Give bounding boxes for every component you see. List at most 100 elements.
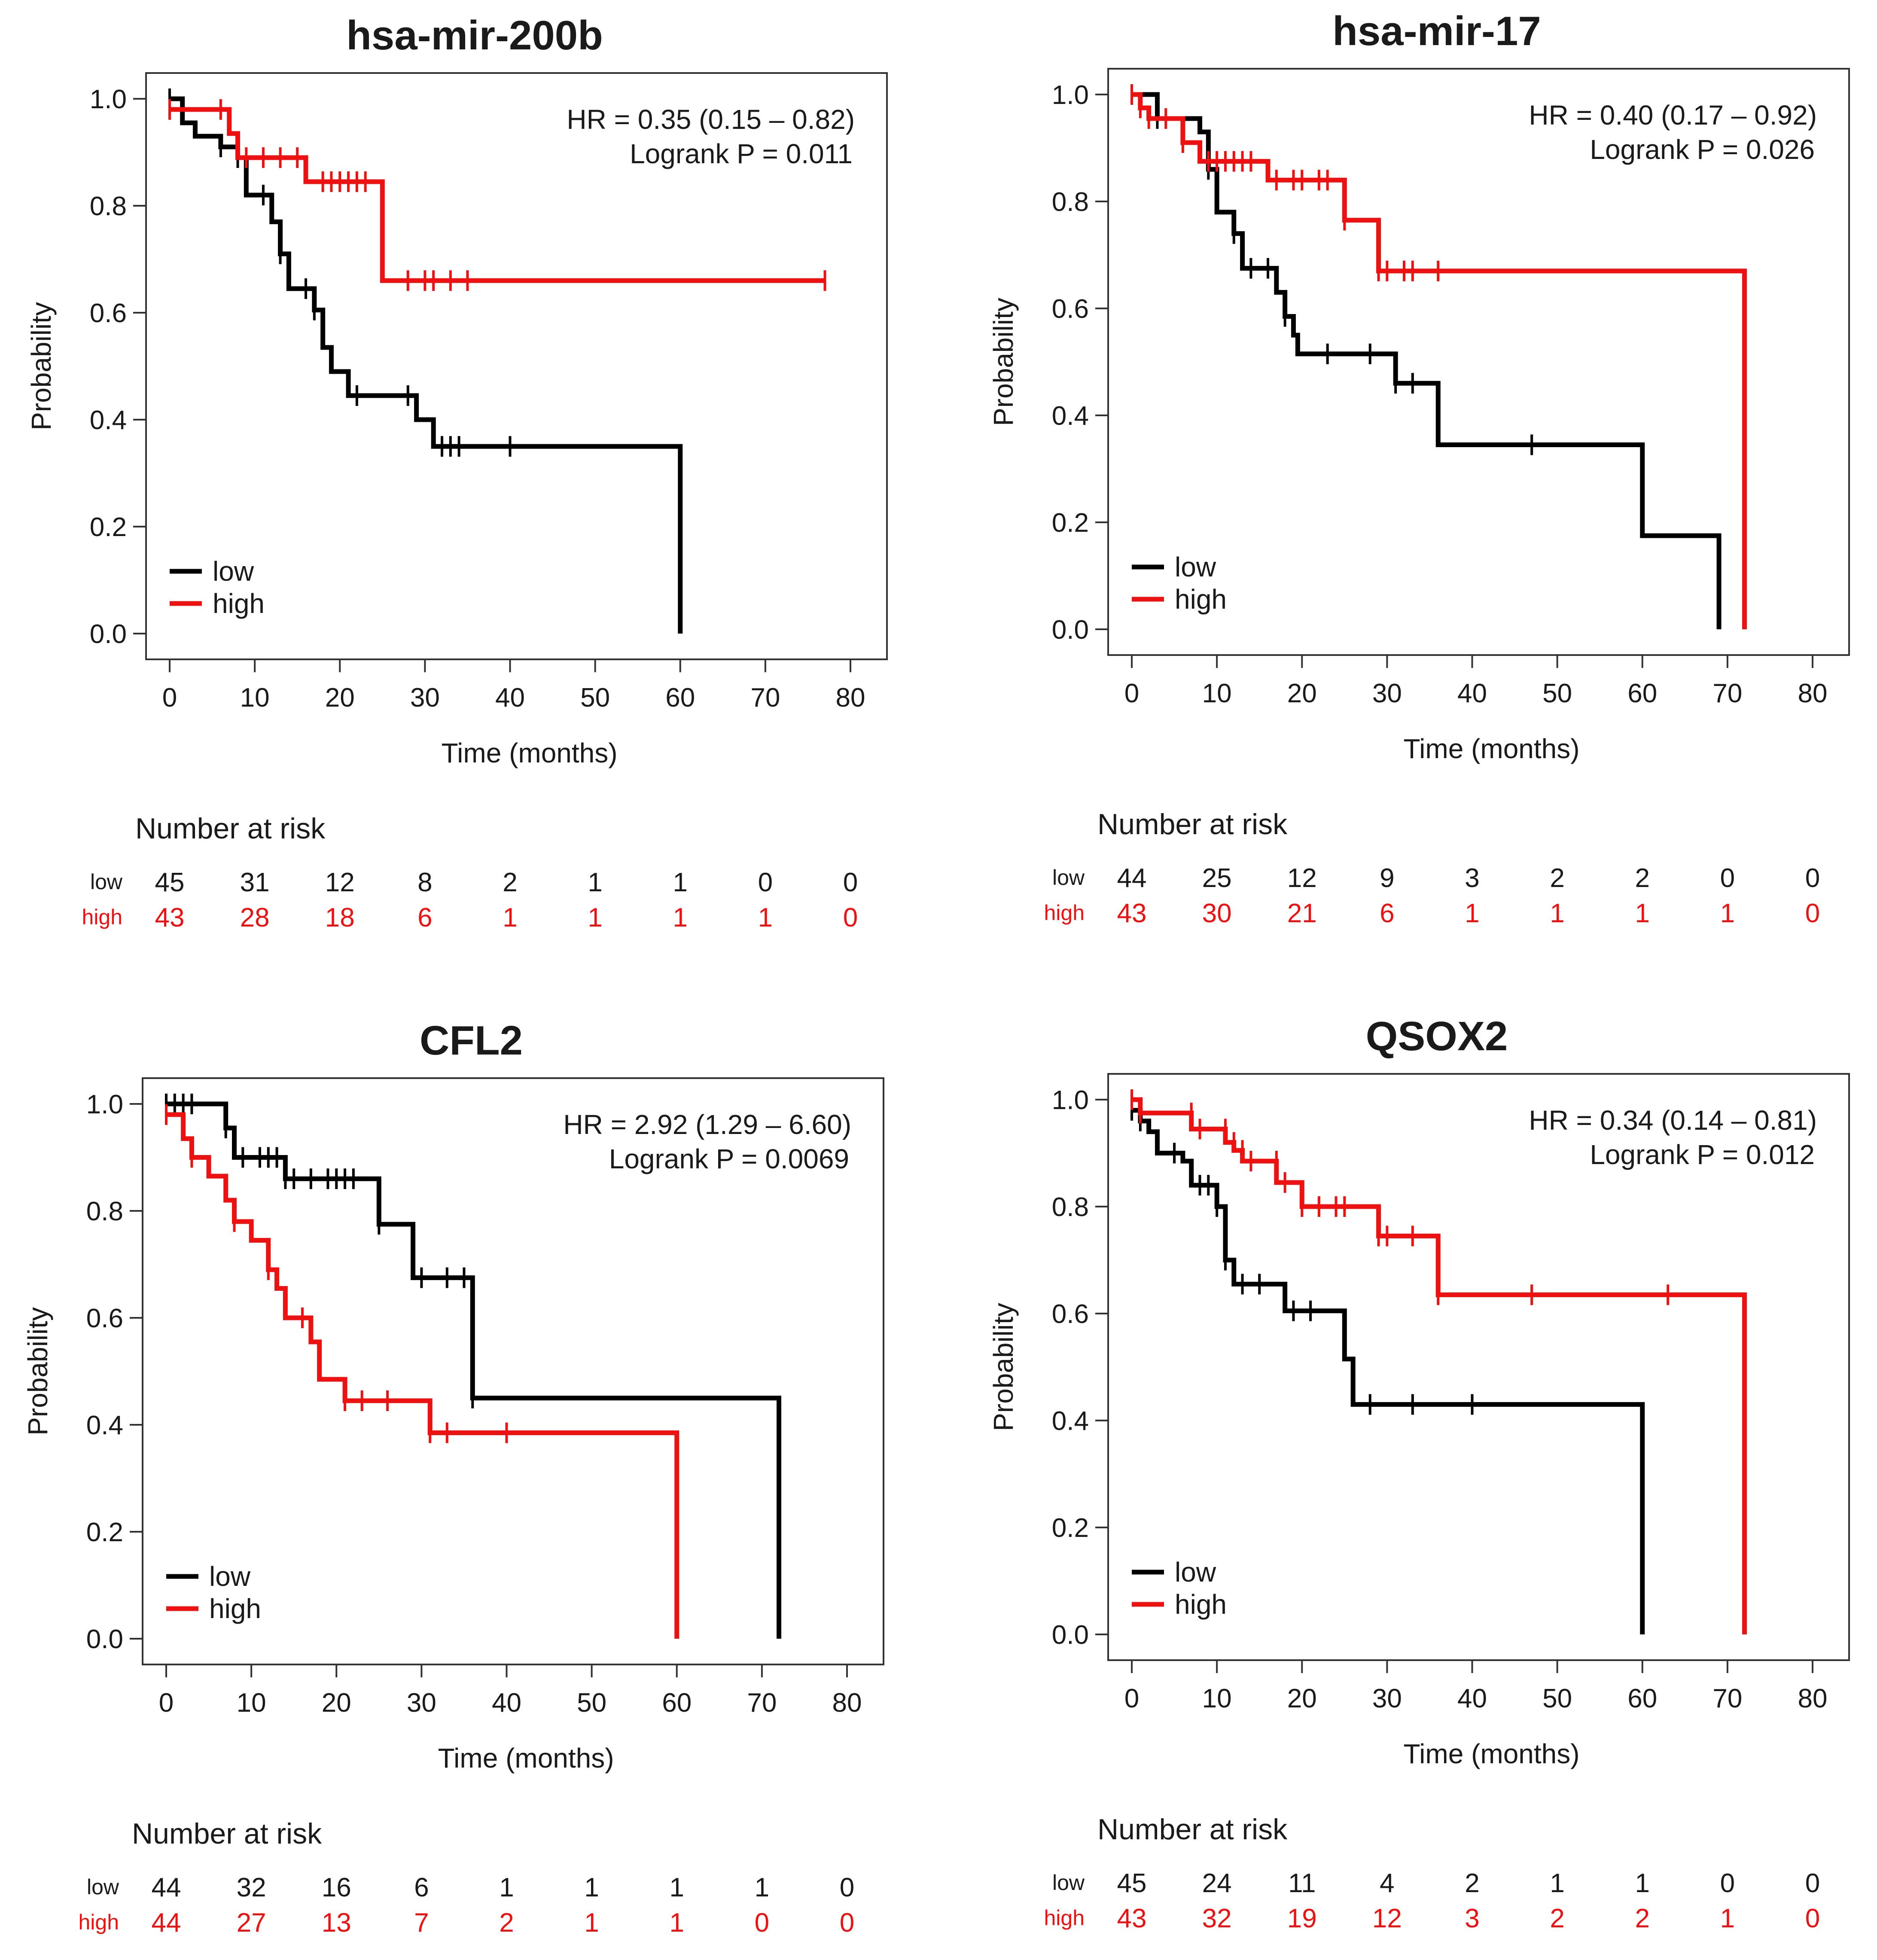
risk-count-low: 2 (1550, 863, 1564, 893)
y-tick-label: 1.0 (1052, 80, 1089, 110)
legend-label-high: high (1175, 1589, 1227, 1620)
x-axis-label: Time (months) (1403, 733, 1579, 764)
x-tick-label: 80 (1798, 1684, 1828, 1713)
x-tick-label: 10 (240, 683, 270, 713)
risk-count-low: 1 (499, 1873, 514, 1902)
risk-row-label-low: low (87, 1875, 119, 1899)
x-tick-label: 0 (159, 1688, 174, 1718)
risk-count-high: 43 (1117, 1904, 1147, 1933)
risk-count-low: 0 (1805, 863, 1820, 893)
risk-count-high: 27 (237, 1908, 266, 1938)
plot-frame (142, 1077, 884, 1665)
plot-frame (1107, 1073, 1850, 1661)
risk-count-high: 1 (503, 903, 517, 933)
x-tick-label: 20 (322, 1688, 351, 1718)
x-tick-label: 80 (836, 683, 865, 713)
risk-count-high: 0 (840, 1908, 854, 1938)
risk-count-high: 2 (1550, 1904, 1564, 1933)
risk-count-low: 12 (1287, 863, 1317, 893)
y-tick-label: 0.8 (90, 192, 127, 221)
hazard-ratio-text: HR = 0.35 (0.15 – 0.82) (567, 104, 855, 135)
logrank-p-text: Logrank P = 0.012 (1590, 1139, 1815, 1170)
x-tick-label: 60 (1627, 1684, 1657, 1713)
chart-title: QSOX2 (1366, 1013, 1508, 1059)
risk-count-high: 3 (1465, 1904, 1479, 1933)
x-tick-label: 60 (662, 1688, 692, 1718)
panel-2: hsa-mir-170.00.20.40.60.81.00 10 20 30 40 50 6… (988, 8, 1850, 928)
legend-label-low: low (1175, 552, 1216, 582)
risk-count-low: 32 (237, 1873, 266, 1902)
y-tick-label: 0.8 (1052, 1192, 1089, 1222)
logrank-p-text: Logrank P = 0.011 (630, 138, 853, 169)
x-tick-label: 30 (1372, 679, 1402, 708)
risk-count-low: 0 (1720, 863, 1735, 893)
x-tick-label: 30 (410, 683, 440, 713)
risk-count-high: 44 (152, 1908, 181, 1938)
risk-count-low: 2 (1465, 1869, 1479, 1898)
x-axis-label: Time (months) (1403, 1738, 1579, 1769)
y-tick-label: 0.2 (1052, 508, 1089, 538)
risk-count-high: 1 (1720, 1904, 1735, 1933)
x-tick-label: 30 (1372, 1684, 1402, 1713)
risk-count-low: 1 (673, 868, 688, 897)
plot-frame (145, 72, 888, 660)
risk-count-high: 28 (240, 903, 270, 933)
x-tick-label: 50 (1542, 1684, 1572, 1713)
y-tick-label: 0.6 (1052, 294, 1089, 324)
y-tick-label: 0.4 (90, 405, 127, 435)
risk-count-low: 16 (322, 1873, 351, 1902)
risk-count-low: 45 (155, 868, 185, 897)
risk-count-high: 1 (1465, 899, 1479, 928)
risk-count-low: 4 (1380, 1869, 1394, 1898)
risk-count-low: 8 (417, 868, 432, 897)
y-tick-label: 1.0 (90, 85, 127, 114)
x-axis-label: Time (months) (441, 738, 617, 768)
risk-table-title: Number at risk (1097, 808, 1288, 841)
x-tick-label: 10 (1202, 1684, 1232, 1713)
y-tick-label: 0.0 (1052, 1620, 1089, 1650)
y-tick-label: 0.6 (1052, 1299, 1089, 1329)
risk-count-low: 1 (584, 1873, 599, 1902)
risk-row-label-high: high (78, 1910, 119, 1934)
risk-row-label-high: high (1044, 901, 1085, 925)
risk-row-label-low: low (1052, 1871, 1085, 1895)
x-tick-label: 50 (1542, 679, 1572, 708)
risk-count-low: 0 (840, 1873, 854, 1902)
chart-title: CFL2 (420, 1018, 523, 1064)
x-axis-label: Time (months) (438, 1743, 614, 1774)
y-tick-label: 0.0 (86, 1625, 123, 1654)
risk-count-low: 31 (240, 868, 270, 897)
risk-count-low: 3 (1465, 863, 1479, 893)
risk-count-high: 30 (1202, 899, 1232, 928)
x-tick-label: 20 (1287, 679, 1317, 708)
risk-count-high: 43 (155, 903, 185, 933)
y-axis-label: Probability (22, 1307, 53, 1436)
risk-count-high: 1 (584, 1908, 599, 1938)
survival-curve-low (170, 96, 683, 634)
risk-count-low: 0 (843, 868, 858, 897)
risk-count-high: 13 (322, 1908, 351, 1938)
risk-count-low: 24 (1202, 1869, 1232, 1898)
risk-count-low: 1 (588, 868, 602, 897)
x-tick-label: 0 (1124, 1684, 1139, 1713)
risk-count-high: 7 (414, 1908, 429, 1938)
chart-title: hsa-mir-200b (346, 12, 603, 58)
risk-count-low: 45 (1117, 1869, 1147, 1898)
x-tick-label: 50 (580, 683, 610, 713)
hazard-ratio-text: HR = 0.40 (0.17 – 0.92) (1529, 100, 1817, 131)
risk-count-high: 0 (1805, 1904, 1820, 1933)
x-tick-label: 70 (750, 683, 780, 713)
y-tick-label: 0.2 (1052, 1513, 1089, 1543)
y-tick-label: 0.2 (86, 1518, 123, 1547)
y-axis-label: Probability (988, 1303, 1019, 1431)
risk-count-high: 0 (843, 903, 858, 933)
y-axis-label: Probability (988, 298, 1019, 426)
risk-count-high: 1 (588, 903, 602, 933)
risk-count-high: 32 (1202, 1904, 1232, 1933)
risk-count-high: 21 (1287, 899, 1317, 928)
y-tick-label: 0.8 (86, 1197, 123, 1226)
risk-count-high: 1 (670, 1908, 684, 1938)
x-tick-label: 20 (1287, 1684, 1317, 1713)
